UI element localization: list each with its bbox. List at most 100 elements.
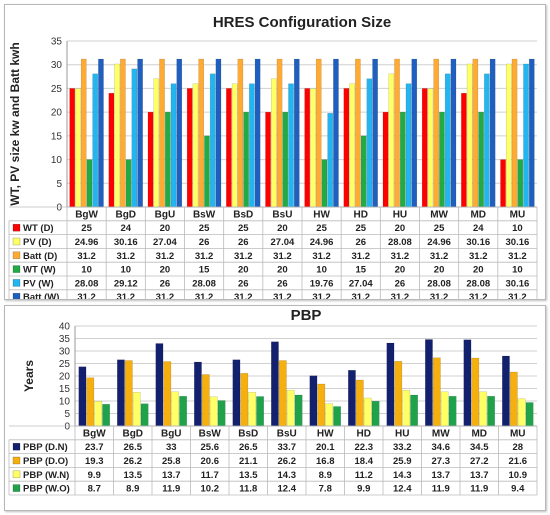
data-label-wt-w: 20 — [277, 265, 288, 276]
bar-pbp-w-n-mw — [440, 391, 449, 427]
data-label-batt-d: 31.2 — [508, 251, 527, 262]
bar-pbp-d-o-mu — [509, 371, 518, 427]
bar-batt-w-mu — [529, 58, 535, 208]
data-label-wt-d: 25 — [199, 223, 210, 234]
bar-wt-w-bgu — [165, 111, 171, 208]
data-label-pbp-w-o: 11.8 — [239, 484, 257, 495]
data-label-pbp-w-n: 13.5 — [239, 470, 258, 481]
data-label-pv-d: 26 — [238, 237, 249, 248]
data-label-pv-d: 30.16 — [506, 237, 530, 248]
bar-pbp-d-n-bsu — [271, 341, 279, 427]
bar-batt-w-bgd — [137, 58, 143, 208]
data-label-batt-d: 31.2 — [117, 251, 136, 262]
data-label-batt-w: 31.2 — [352, 292, 371, 299]
y-tick-label: 10 — [59, 397, 71, 408]
bar-batt-d-mu — [511, 58, 518, 208]
legend-swatch-wt-d — [12, 223, 21, 232]
chart-title: PBP — [291, 307, 322, 324]
bar-batt-d-hu — [394, 58, 400, 208]
bar-pv-d-bgu — [153, 78, 160, 208]
x-category-label: BgD — [115, 209, 136, 220]
bar-pbp-w-o-hw — [333, 406, 341, 427]
data-label-pbp-d-n: 26.5 — [239, 442, 258, 453]
y-tick-label: 5 — [56, 179, 62, 190]
data-label-pv-w: 30.16 — [506, 278, 530, 289]
data-label-batt-w: 31.2 — [234, 292, 253, 299]
x-category-label: BgU — [161, 428, 182, 439]
data-label-wt-d: 25 — [316, 223, 327, 234]
data-label-pbp-d-o: 25.8 — [162, 456, 181, 467]
bar-pv-w-bsu — [288, 83, 294, 208]
data-label-pv-d: 24.96 — [310, 237, 334, 248]
data-label-pbp-w-n: 10.9 — [509, 470, 528, 481]
data-label-pv-w: 29.12 — [114, 278, 138, 289]
bar-wt-d-bsd — [226, 88, 232, 208]
x-category-label: BgW — [75, 209, 98, 220]
data-label-pbp-d-o: 26.2 — [278, 456, 297, 467]
x-category-label: MW — [430, 209, 448, 220]
bar-batt-d-bgd — [120, 58, 126, 208]
y-tick-label: 20 — [59, 372, 71, 383]
bar-wt-w-hw — [321, 159, 328, 208]
bar-wt-w-md — [478, 111, 484, 208]
data-label-wt-w: 10 — [81, 265, 92, 276]
x-category-label: BgU — [155, 209, 176, 220]
data-label-pbp-d-n: 28 — [512, 442, 523, 453]
bar-wt-w-bgw — [86, 159, 93, 208]
bar-pbp-w-o-mw — [448, 396, 457, 427]
bar-wt-w-mu — [517, 159, 524, 208]
data-label-pbp-w-o: 11.9 — [470, 484, 488, 495]
bar-pv-w-md — [484, 73, 490, 208]
data-label-pv-w: 28.08 — [466, 278, 490, 289]
data-label-wt-d: 25 — [434, 223, 445, 234]
data-label-batt-d: 31.2 — [273, 251, 292, 262]
bar-pv-d-hu — [388, 73, 395, 208]
data-label-wt-w: 20 — [473, 265, 484, 276]
data-label-pbp-d-n: 33.7 — [278, 442, 297, 453]
bar-pv-d-hd — [349, 83, 355, 208]
bar-pv-w-bgd — [131, 68, 138, 208]
pbp-chart-panel: PBP Years 0 5 10 15 20 25 30 35 40 BgW BgD BgU BsW BsD B… — [4, 305, 546, 511]
legend-label-batt-w: Batt (W) — [23, 292, 59, 299]
bar-pbp-w-o-md — [487, 396, 495, 427]
x-category-label: HD — [357, 428, 371, 439]
bar-batt-d-hd — [355, 58, 361, 208]
data-label-pbp-d-o: 20.6 — [201, 456, 220, 467]
bar-pbp-w-n-md — [479, 391, 488, 427]
data-label-pbp-w-n: 13.7 — [470, 470, 489, 481]
bar-pbp-d-o-hu — [394, 361, 403, 427]
bar-pbp-w-n-bgw — [94, 401, 103, 427]
data-label-pv-w: 27.04 — [349, 278, 373, 289]
bar-wt-w-bsw — [204, 135, 210, 208]
x-category-label: BsD — [233, 209, 253, 220]
bar-pbp-d-n-bgw — [78, 366, 87, 427]
x-category-label: MD — [471, 428, 487, 439]
legend-swatch-wt-w — [12, 265, 21, 273]
bar-pbp-d-n-bgd — [117, 359, 125, 427]
data-label-batt-w: 31.2 — [273, 292, 292, 299]
data-label-wt-d: 10 — [512, 223, 523, 234]
legend-swatch-pbp-d-n — [12, 442, 21, 451]
data-label-wt-w: 20 — [434, 265, 445, 276]
legend-swatch-pbp-d-o — [12, 456, 21, 465]
data-label-pbp-w-n: 14.3 — [393, 470, 412, 481]
data-label-pbp-w-o: 12.4 — [278, 484, 297, 495]
data-label-wt-w: 10 — [316, 265, 327, 276]
x-category-label: HD — [354, 209, 368, 220]
data-label-pbp-w-o: 7.8 — [319, 484, 332, 495]
data-label-pbp-w-o: 9.4 — [511, 484, 525, 495]
data-label-pbp-d-o: 26.2 — [124, 456, 143, 467]
data-label-pbp-d-n: 20.1 — [316, 442, 335, 453]
x-category-label: HW — [317, 428, 334, 439]
data-label-wt-d: 20 — [395, 223, 406, 234]
bar-wt-w-mw — [439, 111, 445, 208]
bar-pv-d-mw — [427, 88, 434, 208]
x-category-label: BsU — [272, 209, 292, 220]
data-label-pbp-w-n: 14.3 — [278, 470, 297, 481]
x-category-label: MU — [510, 428, 526, 439]
bar-wt-d-hu — [382, 111, 389, 208]
bar-pbp-d-o-bsd — [240, 373, 249, 427]
data-label-wt-d: 25 — [355, 223, 366, 234]
data-label-batt-w: 31.2 — [469, 292, 488, 299]
x-category-label: MU — [510, 209, 526, 220]
